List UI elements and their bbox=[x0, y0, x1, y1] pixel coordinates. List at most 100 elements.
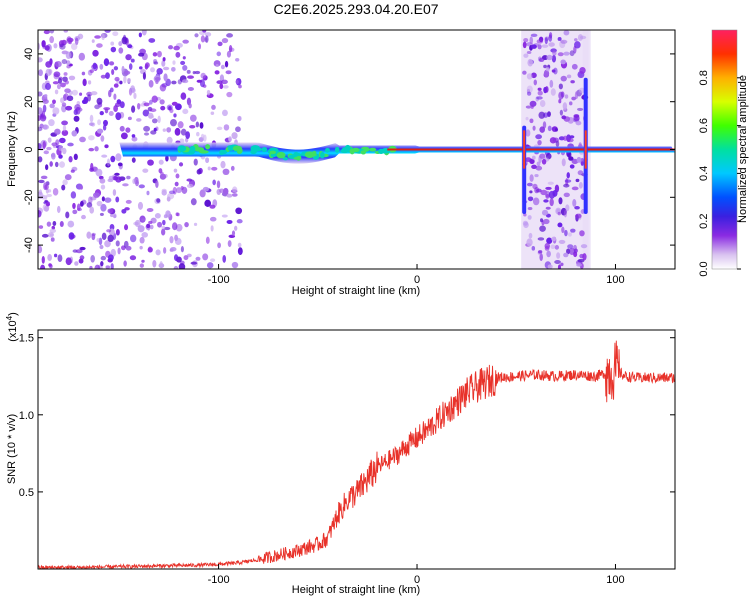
spectrogram-noise-dot bbox=[193, 158, 198, 166]
spectrogram-noise-dot bbox=[526, 50, 532, 54]
spectrogram-noise-dot bbox=[526, 91, 532, 96]
spectrogram-noise-dot bbox=[57, 254, 63, 262]
spectrogram-noise-dot bbox=[573, 248, 578, 253]
spectrogram-noise-dot bbox=[207, 166, 211, 171]
spectrogram-noise-dot bbox=[40, 114, 47, 122]
spectrogram-noise-dot bbox=[577, 107, 584, 111]
spectrogram-noise-dot bbox=[147, 247, 153, 253]
spectrogram-noise-dot bbox=[146, 207, 154, 213]
spectrogram-noise-dot bbox=[65, 211, 70, 219]
spectrogram-band-blob bbox=[250, 149, 257, 155]
spectrogram-noise-dot bbox=[49, 228, 57, 233]
spectrogram-noise-dot bbox=[179, 138, 185, 144]
spectrogram-noise-dot bbox=[139, 236, 145, 244]
spectrogram-noise-dot bbox=[100, 203, 107, 212]
spectrogram-noise-dot bbox=[133, 92, 137, 99]
spectrogram-xlabel: Height of straight line (km) bbox=[292, 285, 420, 297]
spectrogram-noise-dot bbox=[186, 183, 194, 189]
spectrogram-noise-dot bbox=[536, 161, 541, 167]
spectrogram-noise-dot bbox=[580, 244, 588, 249]
spectrogram-noise-dot bbox=[182, 56, 186, 60]
spectrogram-noise-dot bbox=[186, 253, 192, 258]
spectrogram-noise-dot bbox=[561, 158, 566, 167]
spectrogram-noise-dot bbox=[525, 105, 532, 109]
spectrogram-noise-dot bbox=[127, 44, 133, 49]
spectrogram-noise-dot bbox=[44, 94, 48, 98]
spectrogram-noise-dot bbox=[175, 173, 180, 179]
spectrogram-noise-dot bbox=[66, 95, 74, 102]
spectrogram-noise-dot bbox=[74, 261, 79, 266]
spectrogram-noise-dot bbox=[220, 64, 225, 70]
spectrogram-content bbox=[38, 30, 675, 269]
spectrogram-noise-dot bbox=[43, 150, 49, 155]
spectrogram-noise-dot bbox=[574, 91, 579, 100]
spectrogram-noise-dot bbox=[172, 60, 176, 65]
spectrogram-noise-dot bbox=[91, 233, 96, 241]
spectrogram-noise-dot bbox=[539, 253, 543, 262]
spectrogram-noise-dot bbox=[156, 198, 161, 203]
spectrogram-noise-dot bbox=[221, 79, 228, 85]
spectrogram-noise-dot bbox=[162, 57, 166, 62]
spectrogram-noise-dot bbox=[579, 230, 585, 237]
spectrogram-noise-dot bbox=[226, 33, 234, 38]
spectrogram-noise-dot bbox=[101, 33, 105, 41]
spectrogram-noise-dot bbox=[545, 67, 550, 72]
spectrogram-band-blob bbox=[282, 156, 289, 161]
spectrogram-band-blob bbox=[378, 148, 385, 155]
spectrogram-band-blob bbox=[269, 150, 277, 155]
spectrogram-noise-dot bbox=[141, 259, 145, 263]
colorbar-ticks: 0.0 0.2 0.4 0.6 0.8 bbox=[698, 70, 741, 277]
spectrogram-noise-dot bbox=[124, 224, 129, 231]
spectrogram-band-blob bbox=[292, 152, 302, 158]
spectrogram-noise-dot bbox=[100, 74, 107, 79]
spectrogram-noise-dot bbox=[562, 102, 568, 110]
spectrogram-noise-dot bbox=[81, 214, 86, 220]
spectrogram-noise-dot bbox=[553, 67, 558, 75]
spectrogram-noise-dot bbox=[139, 245, 143, 250]
spectrogram-noise-dot bbox=[89, 167, 95, 172]
spectrogram-noise-dot bbox=[38, 107, 43, 115]
spectrogram-noise-dot bbox=[556, 252, 561, 259]
snr-xlabel: Height of straight line (km) bbox=[292, 584, 420, 596]
spectrogram-noise-dot bbox=[161, 60, 166, 67]
spectrogram-noise-dot bbox=[210, 111, 215, 115]
spectrogram-noise-dot bbox=[226, 219, 233, 224]
spectrogram-noise-dot bbox=[557, 222, 563, 228]
spectrogram-noise-dot bbox=[178, 263, 186, 269]
spectrogram-noise-dot bbox=[127, 77, 131, 83]
spectrogram-noise-dot bbox=[194, 33, 199, 38]
spectrogram-noise-dot bbox=[574, 213, 582, 219]
spectrogram-noise-dot bbox=[235, 58, 240, 62]
spectrogram-noise-dot bbox=[189, 125, 196, 129]
spectrogram-noise-dot bbox=[52, 81, 59, 85]
snr-axes: -100 0 100 0.5 1.0 1.5 bbox=[19, 333, 675, 586]
spectrogram-noise-dot bbox=[228, 136, 232, 142]
spectrogram-noise-dot bbox=[142, 168, 149, 173]
spectrogram-noise-dot bbox=[38, 126, 43, 132]
spectrogram-noise-dot bbox=[78, 52, 86, 61]
spectrogram-noise-dot bbox=[535, 165, 543, 171]
spectrogram-noise-dot bbox=[163, 73, 168, 82]
spectrogram-noise-dot bbox=[564, 229, 568, 237]
spectrogram-noise-dot bbox=[570, 80, 575, 84]
spectrogram-noise-dot bbox=[142, 109, 150, 117]
spectrogram-noise-dot bbox=[94, 264, 101, 269]
spectrogram-noise-dot bbox=[104, 240, 111, 248]
spectrogram-noise-dot bbox=[159, 173, 167, 180]
spectrogram-band-blob bbox=[227, 147, 234, 151]
spectrogram-noise-dot bbox=[557, 211, 561, 216]
spectrogram-noise-dot bbox=[541, 209, 549, 216]
spectrogram-band-blob bbox=[369, 147, 377, 152]
spectrogram-noise-dot bbox=[560, 59, 566, 65]
spectrogram-noise-dot bbox=[104, 197, 112, 203]
spectrogram-noise-dot bbox=[138, 184, 145, 189]
spectrogram-noise-dot bbox=[49, 36, 55, 44]
spectrogram-noise-dot bbox=[93, 192, 100, 198]
spectrogram-noise-dot bbox=[38, 179, 45, 184]
spectrogram-ylabel: Frequency (Hz) bbox=[6, 111, 18, 187]
spectrogram-noise-dot bbox=[158, 159, 164, 165]
figure-title: C2E6.2025.293.04.20.E07 bbox=[273, 1, 438, 17]
spectrogram-noise-dot bbox=[555, 140, 560, 147]
spectrogram-noise-dot bbox=[107, 254, 114, 261]
spectrogram-noise-dot bbox=[121, 65, 125, 74]
